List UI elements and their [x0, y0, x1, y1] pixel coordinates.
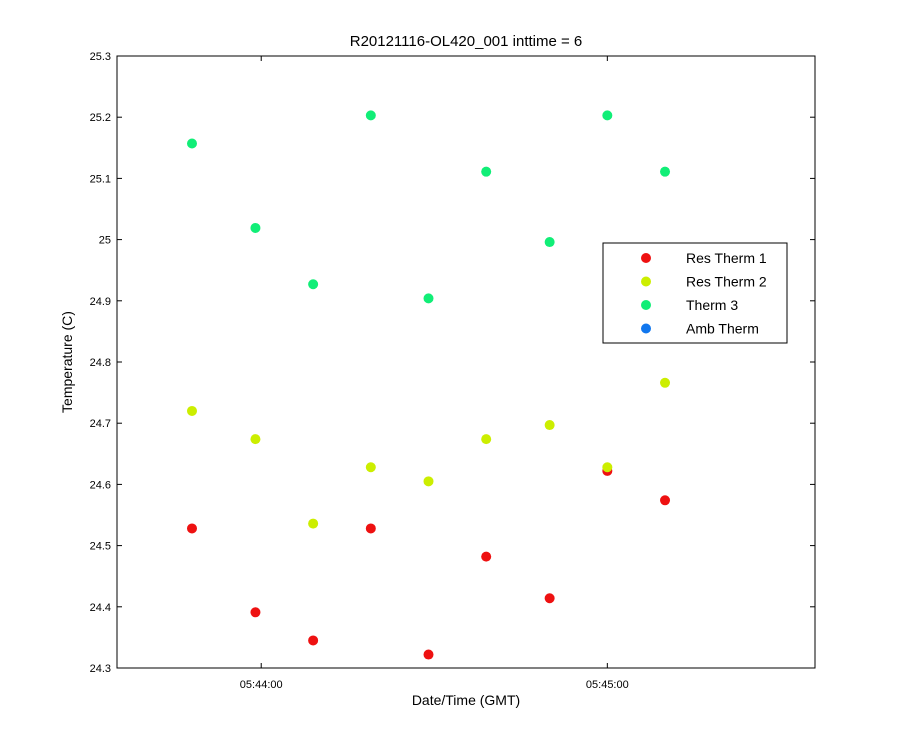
data-point-series-3: [423, 293, 434, 304]
data-point-series-2: [544, 420, 555, 431]
y-tick-label: 25.2: [90, 112, 111, 124]
data-points: [186, 110, 671, 660]
y-tick-label: 25.3: [90, 51, 111, 63]
legend-label: Res Therm 1: [686, 250, 767, 266]
data-point-series-3: [250, 222, 261, 233]
y-axis: 24.3 24.4 24.5 24.6 24.7 24.8 24.9 25 25.1 25.2 25…: [90, 51, 815, 675]
plot-frame: [116, 55, 816, 669]
data-point-series-2: [365, 462, 376, 473]
data-point-series-3: [365, 110, 376, 121]
data-point-series-2: [602, 462, 613, 473]
y-tick-label: 25.1: [90, 173, 111, 185]
data-point-series-3: [602, 110, 613, 121]
legend-label: Therm 3: [686, 297, 738, 313]
data-point-series-1: [365, 523, 376, 534]
data-point-series-1: [250, 607, 261, 618]
data-point-series-1: [423, 649, 434, 660]
y-tick-label: 24.8: [90, 357, 111, 369]
data-point-series-3: [660, 166, 671, 177]
data-point-series-2: [481, 434, 492, 445]
y-axis-title: Temperature (C): [59, 311, 75, 413]
y-tick-label: 24.3: [90, 663, 111, 675]
data-point-series-2: [186, 405, 197, 416]
y-tick-label: 24.4: [90, 602, 111, 614]
data-point-series-2: [250, 434, 261, 445]
chart-title: R20121116-OL420_001 inttime = 6: [350, 33, 583, 50]
x-axis-title: Date/Time (GMT): [412, 692, 520, 708]
x-axis: 05:44:00 05:45:00: [240, 56, 629, 691]
data-point-series-2: [308, 518, 319, 529]
y-tick-label: 24.7: [90, 418, 111, 430]
y-tick-label: 25: [99, 235, 111, 247]
legend-marker: [641, 276, 651, 287]
data-point-series-1: [544, 593, 555, 604]
x-tick-label: 05:44:00: [240, 679, 283, 691]
data-point-series-1: [308, 635, 319, 646]
x-tick-label: 05:45:00: [586, 679, 629, 691]
data-point-series-3: [544, 237, 555, 248]
legend-marker: [641, 300, 651, 310]
data-point-series-1: [186, 523, 197, 534]
data-point-series-2: [660, 377, 671, 388]
legend-marker: [641, 323, 651, 334]
legend-label: Res Therm 2: [686, 274, 767, 290]
legend-box: [602, 242, 788, 344]
plot-area: [116, 55, 816, 669]
y-tick-label: 24.9: [90, 296, 111, 308]
legend-marker: [641, 253, 651, 263]
data-point-series-2: [423, 476, 434, 487]
data-point-series-3: [186, 138, 197, 149]
data-point-series-1: [660, 495, 671, 506]
legend: Res Therm 1 Res Therm 2 Therm 3 Amb Therm: [602, 242, 788, 344]
data-point-series-3: [308, 279, 319, 290]
legend-label: Amb Therm: [686, 321, 759, 337]
data-point-series-3: [481, 166, 492, 177]
data-point-series-1: [481, 551, 492, 562]
y-tick-label: 24.5: [90, 541, 111, 553]
y-tick-label: 24.6: [90, 479, 111, 491]
